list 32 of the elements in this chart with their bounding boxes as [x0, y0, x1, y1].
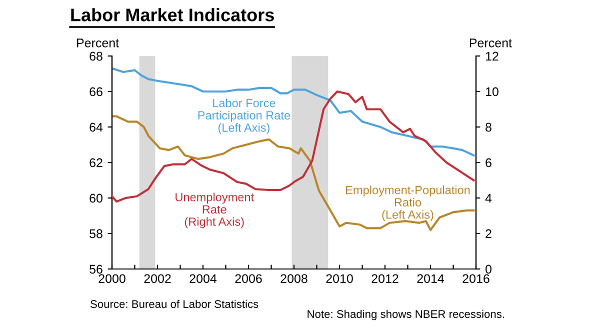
x-tick-label: 2000 — [98, 274, 126, 284]
y2-tick-label: 10 — [486, 87, 498, 96]
y2-tick-label: 2 — [486, 229, 492, 238]
text: Note: Shading shows NBER recessions. — [308, 310, 504, 320]
x-tick-label: 2016 — [462, 274, 490, 284]
y-tick-label: 56 — [90, 264, 102, 274]
y-tick-label: 58 — [90, 229, 102, 238]
y2-axis-title: Percent — [470, 38, 512, 48]
y2-tick-label: 12 — [486, 52, 498, 61]
x-tick-label: 2002 — [144, 274, 171, 284]
y2-tick-label: 4 — [485, 194, 492, 203]
x-tick-label: 2004 — [190, 274, 217, 284]
y-tick-label: 64 — [90, 122, 103, 132]
chart-title: Labor Market Indicators — [71, 8, 274, 22]
x-tick-label: 2006 — [235, 274, 262, 284]
y2-tick-label: 0 — [486, 264, 492, 274]
series-label: Unemployment Rate (Right Axis) — [176, 192, 254, 228]
y-axis-title: Percent — [77, 38, 119, 48]
x-tick-label: 2014 — [417, 274, 444, 284]
y2-tick-label: 8 — [486, 122, 492, 132]
x-tick-label: 2012 — [372, 274, 398, 284]
x-tick-label: 2010 — [326, 274, 353, 284]
series-label: Labor Force Participation Rate (Left Axis) — [198, 98, 290, 134]
y-tick-label: 66 — [90, 87, 102, 96]
source-note: Source: Bureau of Labor Statistics — [90, 300, 258, 308]
y2-tick-label: 6 — [486, 158, 492, 168]
y-tick-label: 60 — [90, 194, 102, 203]
series-label: Employment-Population Ratio (Left Axis) — [346, 186, 470, 222]
y-tick-label: 62 — [90, 158, 102, 168]
line-series — [112, 67, 475, 156]
x-tick-label: 2008 — [280, 274, 308, 284]
y-tick-label: 68 — [90, 52, 102, 61]
